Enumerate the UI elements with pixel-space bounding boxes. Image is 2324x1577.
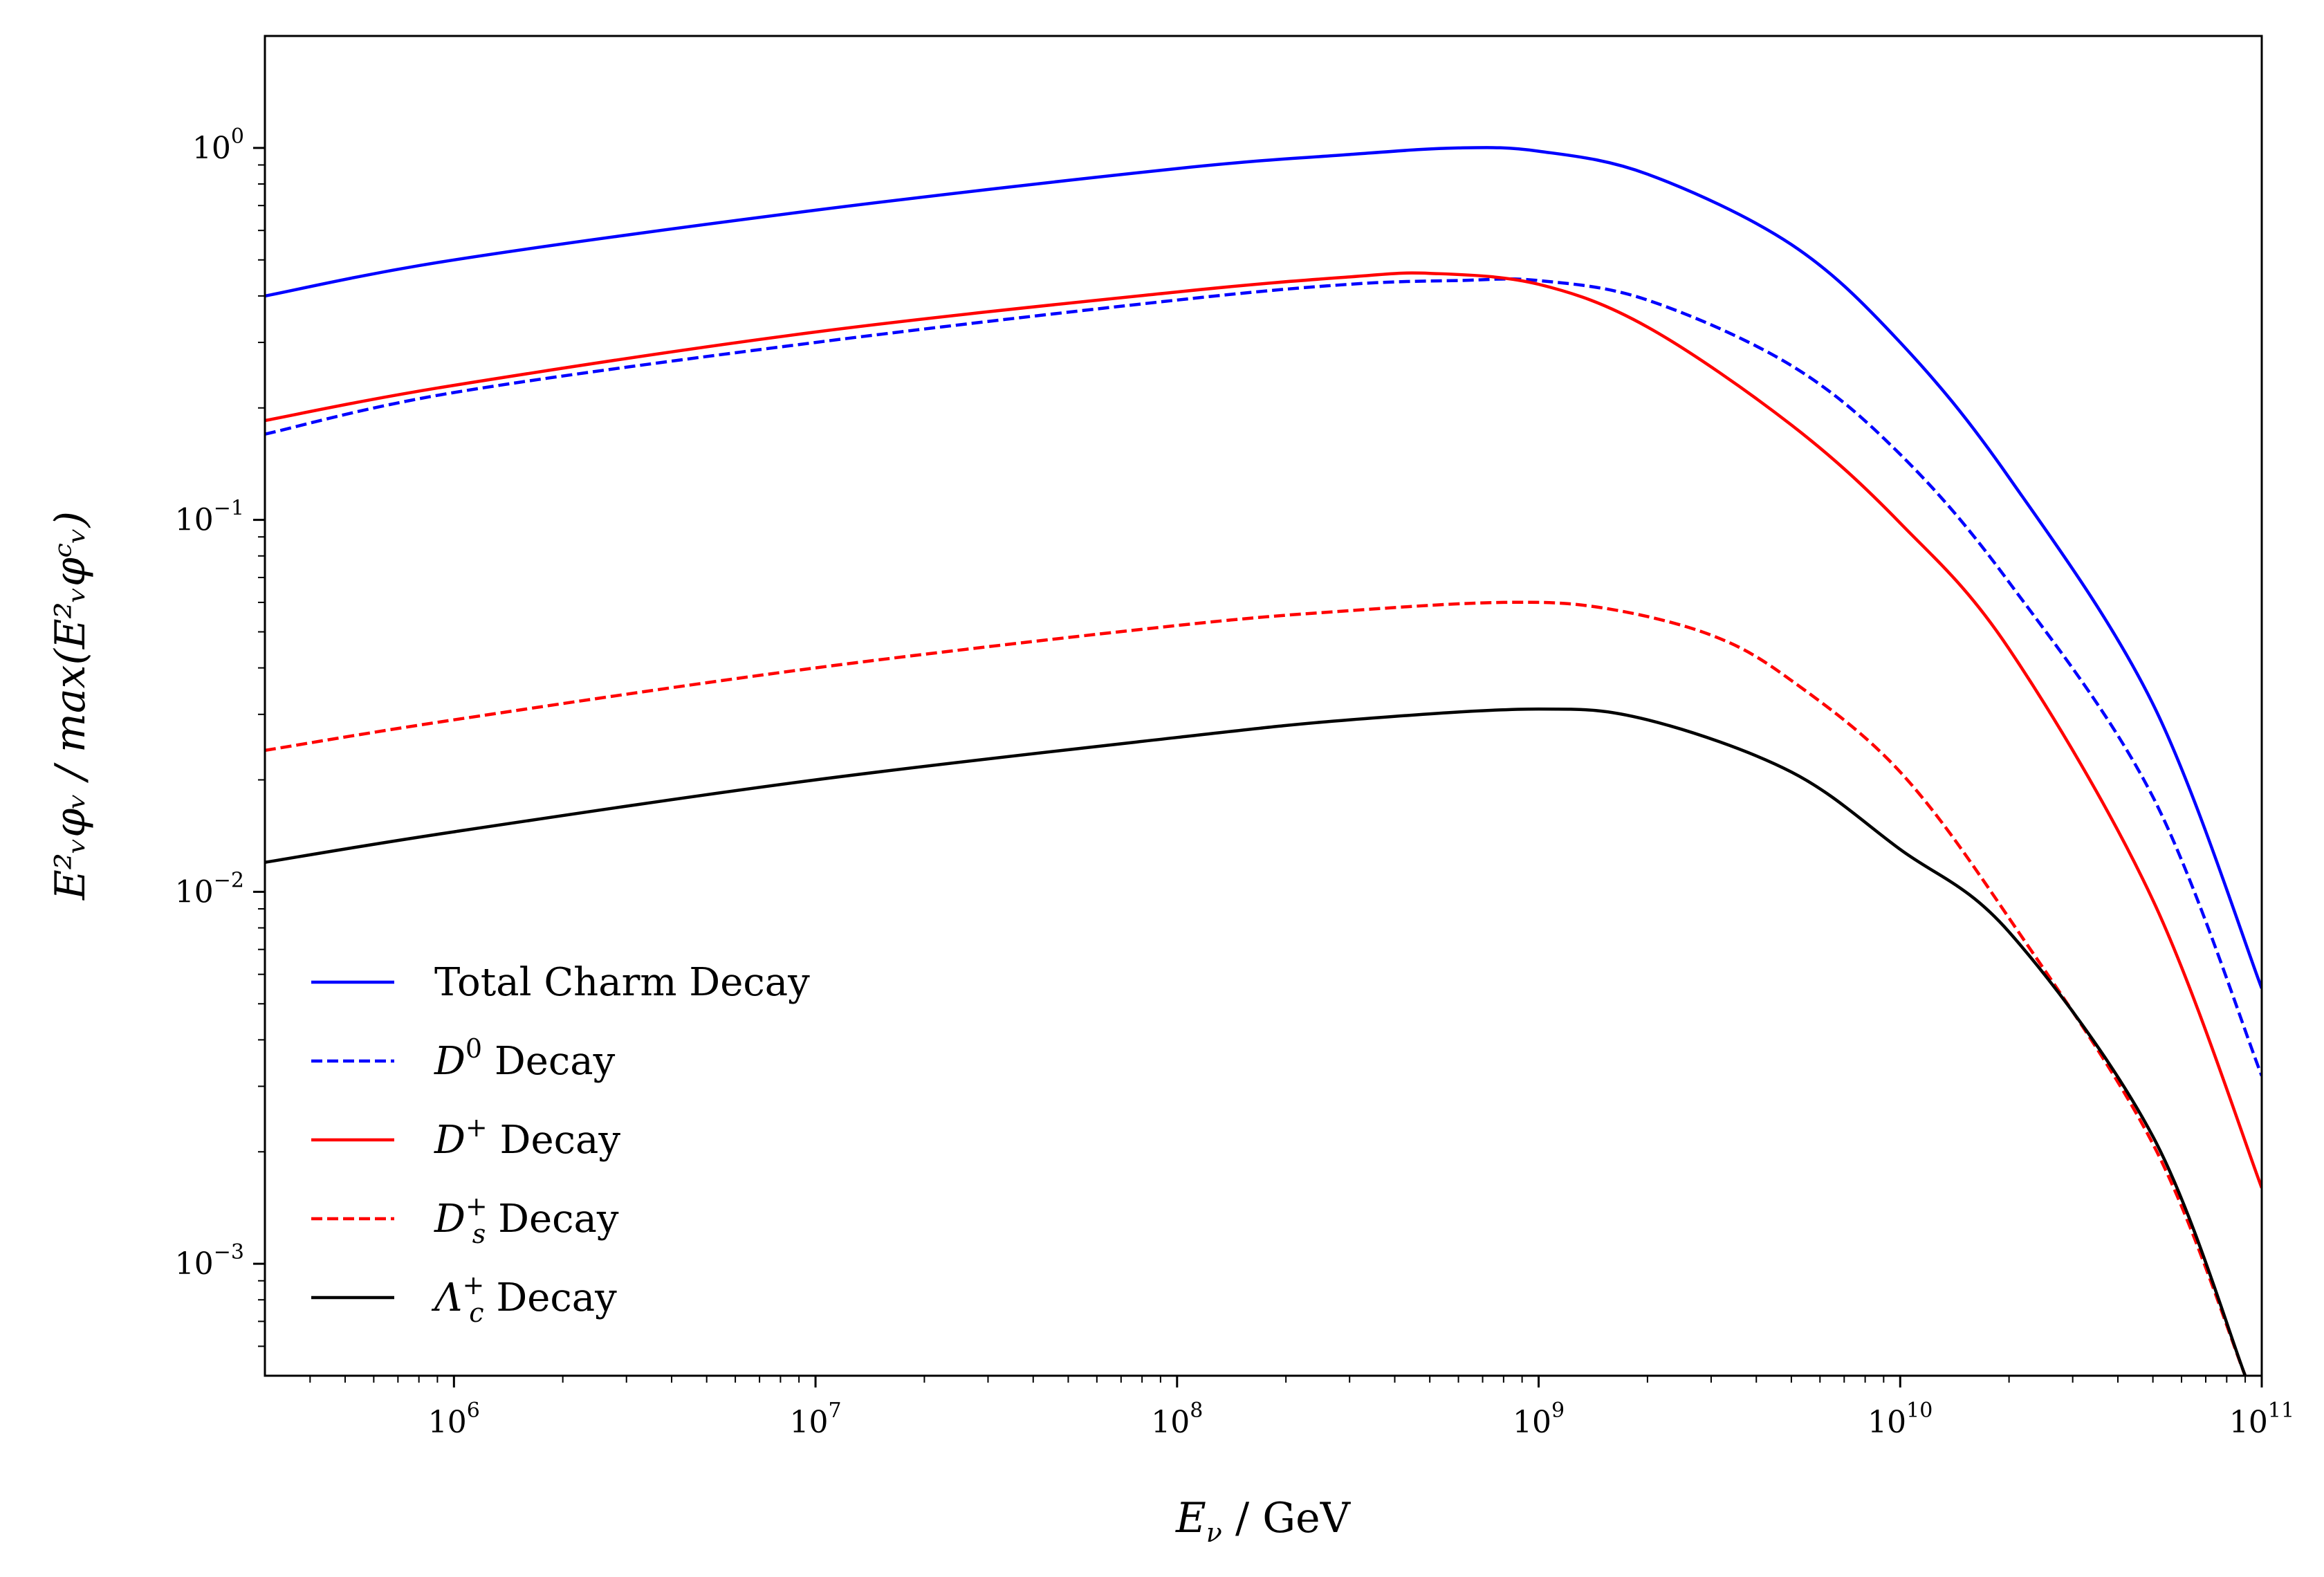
plot-frame bbox=[264, 35, 2263, 1377]
legend-label: Total Charm Decay bbox=[434, 960, 810, 1005]
x-tick-label: 107 bbox=[790, 1399, 842, 1440]
series-line-0 bbox=[265, 146, 2262, 989]
legend-label: D0 Decay bbox=[434, 1033, 616, 1084]
legend: Total Charm Decay D0 Decay D+ Decay D+ s Dec… bbox=[311, 960, 810, 1328]
y-tick-label: 10−2 bbox=[175, 868, 244, 910]
y-tick-label: 10−3 bbox=[175, 1240, 244, 1282]
series-line-4 bbox=[265, 707, 2247, 1376]
series-line-1 bbox=[265, 277, 2262, 1077]
x-tick-label: 1010 bbox=[1868, 1399, 1933, 1440]
y-axis-title: E²ᵥφᵥ / max(E²ᵥφᶜᵥ) bbox=[46, 511, 95, 901]
y-tick-label: 100 bbox=[192, 124, 244, 166]
x-tick-label: 108 bbox=[1151, 1399, 1203, 1440]
x-tick-label: 106 bbox=[428, 1399, 480, 1440]
ticks-layer: 106 107 108 109 1010 1011 100 10−1 10−2 10−3 bbox=[175, 124, 2294, 1440]
y-tick-label: 10−1 bbox=[175, 497, 244, 538]
x-tick-label: 1011 bbox=[2229, 1399, 2294, 1440]
series-line-3 bbox=[265, 600, 2247, 1376]
x-tick-label: 109 bbox=[1513, 1399, 1565, 1440]
x-axis-title: Eν / GeV bbox=[1175, 1494, 1352, 1548]
legend-label: Λ+ c Decay bbox=[431, 1270, 617, 1328]
legend-label: D+ s Decay bbox=[434, 1191, 619, 1249]
series-layer bbox=[265, 146, 2262, 1376]
series-line-2 bbox=[265, 271, 2262, 1189]
legend-label: D+ Decay bbox=[434, 1112, 620, 1163]
